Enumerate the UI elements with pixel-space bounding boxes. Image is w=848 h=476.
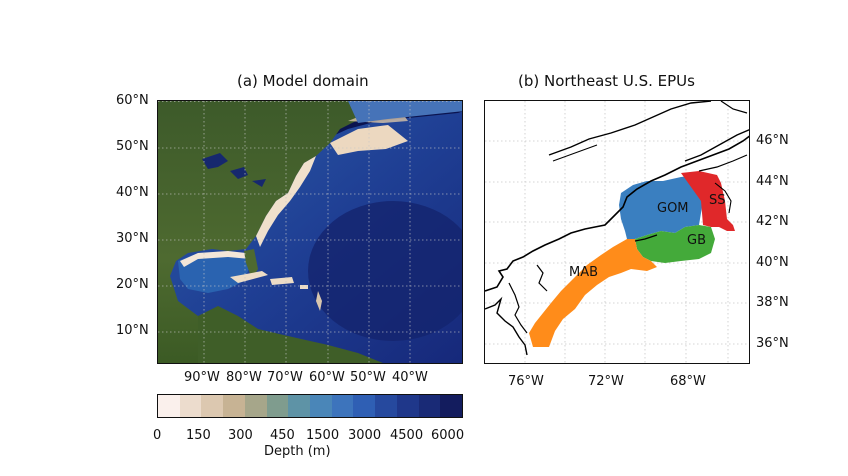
epu-region-ss: [681, 171, 735, 231]
panel-b-lon-label: 68°W: [670, 374, 706, 389]
panel-b-lat-label: 38°N: [756, 295, 789, 310]
panel-a-lon-label: 90°W: [184, 370, 220, 385]
colorbar-segment: [244, 395, 267, 417]
model-domain-map: [157, 100, 463, 364]
colorbar-tick: 3000: [348, 428, 382, 443]
colorbar-segment: [353, 395, 376, 417]
colorbar-segment: [179, 395, 202, 417]
panel-a-title: (a) Model domain: [237, 72, 369, 90]
panel-a-lon-label: 60°W: [309, 370, 345, 385]
colorbar-tick: 1500: [306, 428, 340, 443]
colorbar-tick: 450: [270, 428, 295, 443]
colorbar-segment: [288, 395, 311, 417]
epu-label-gom: GOM: [657, 201, 689, 216]
epu-region-gb: [635, 225, 715, 263]
panel-b-lat-label: 44°N: [756, 174, 789, 189]
epu-label-ss: SS: [709, 193, 726, 208]
epu-map: GOM SS GB MAB: [484, 100, 750, 364]
colorbar-segment: [440, 395, 462, 417]
panel-a-lon-label: 80°W: [226, 370, 262, 385]
panel-a-lat-label: 10°N: [116, 323, 149, 338]
colorbar-tick: 0: [153, 428, 162, 443]
epu-region-mab: [529, 239, 657, 347]
colorbar-tick: 300: [228, 428, 253, 443]
panel-a-lat-label: 40°N: [116, 185, 149, 200]
panel-a-lat-label: 20°N: [116, 277, 149, 292]
panel-b-lat-label: 40°N: [756, 255, 789, 270]
panel-b-lat-label: 42°N: [756, 214, 789, 229]
colorbar-segment: [310, 395, 332, 417]
panel-a-lon-label: 40°W: [392, 370, 428, 385]
epu-region-gom: [619, 175, 703, 239]
colorbar-segment: [375, 395, 397, 417]
colorbar-segment: [266, 395, 289, 417]
colorbar-segment: [223, 395, 245, 417]
panel-b-title: (b) Northeast U.S. EPUs: [518, 72, 695, 90]
panel-b-lat-label: 36°N: [756, 336, 789, 351]
colorbar-label: Depth (m): [264, 444, 331, 459]
epu-label-mab: MAB: [569, 265, 598, 280]
colorbar-tick: 4500: [390, 428, 424, 443]
gulf-of-mexico: [178, 251, 250, 293]
panel-a-lon-label: 50°W: [350, 370, 386, 385]
panel-a-lat-label: 30°N: [116, 231, 149, 246]
colorbar-segment: [396, 395, 419, 417]
colorbar-segment: [418, 395, 441, 417]
panel-a-lon-label: 70°W: [267, 370, 303, 385]
panel-b-lat-label: 46°N: [756, 133, 789, 148]
coastline: [485, 135, 749, 292]
epu-label-gb: GB: [687, 233, 706, 248]
panel-b-lon-label: 72°W: [588, 374, 624, 389]
depth-colorbar: [157, 394, 463, 418]
colorbar-segment: [201, 395, 224, 417]
panel-a-lat-label: 60°N: [116, 93, 149, 108]
colorbar-segment: [331, 395, 354, 417]
panel-a-lat-label: 50°N: [116, 139, 149, 154]
panel-b-lon-label: 76°W: [508, 374, 544, 389]
colorbar-segment: [158, 395, 180, 417]
colorbar-tick: 6000: [431, 428, 465, 443]
colorbar-tick: 150: [186, 428, 211, 443]
